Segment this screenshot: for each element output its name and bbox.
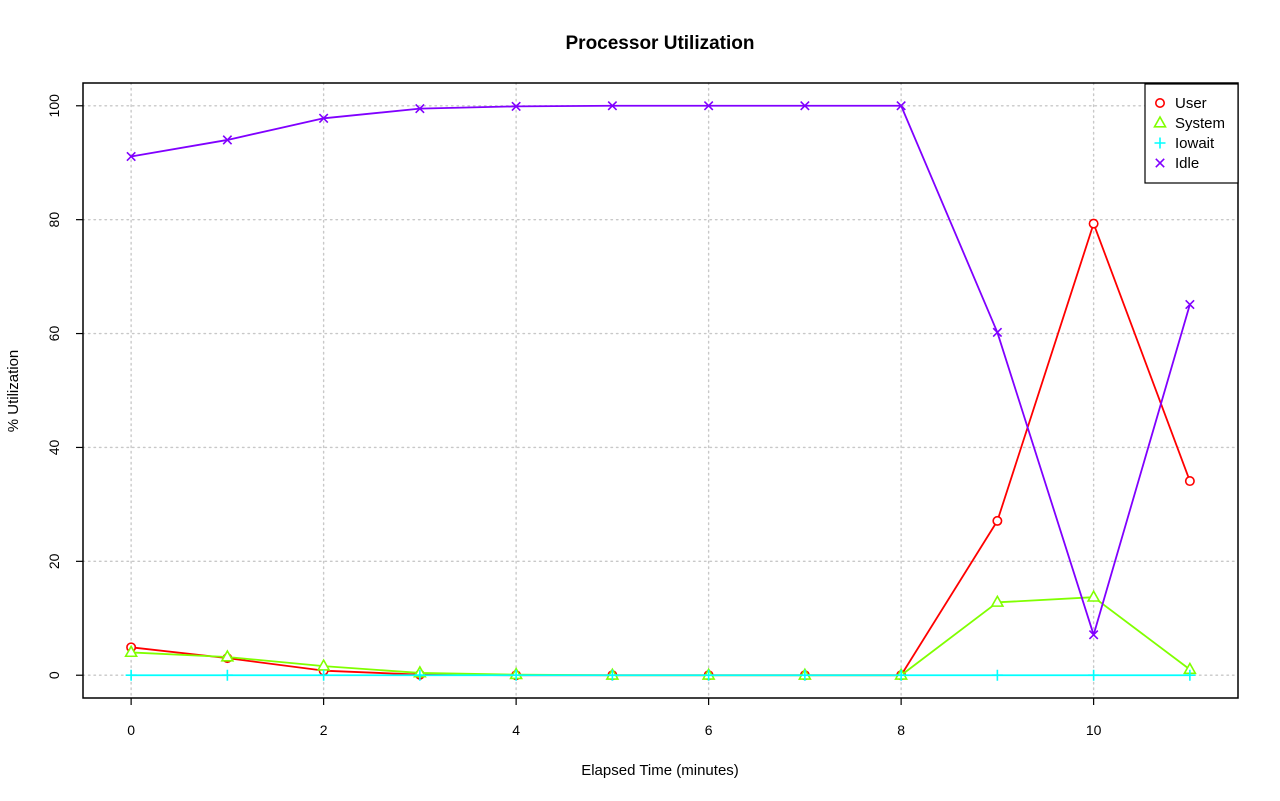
legend-label-iowait: Iowait: [1175, 135, 1215, 152]
iowait-point-9: [991, 669, 1003, 681]
x-tick-label-6: 6: [705, 722, 713, 738]
legend-marker-iowait: [1154, 137, 1166, 149]
x-tick-label-2: 2: [320, 722, 328, 738]
series-layer: [124, 101, 1197, 681]
idle-point-0: [126, 151, 136, 162]
idle-point-1: [222, 135, 233, 145]
iowait-point-0: [125, 669, 137, 681]
legend-label-user: User: [1175, 95, 1207, 112]
y-tick-label-0: 0: [46, 671, 62, 679]
y-tick-label-20: 20: [46, 553, 62, 569]
system-point-1: [220, 649, 235, 662]
y-axis-title: % Utilization: [5, 350, 22, 433]
plot-frame: [82, 82, 1239, 699]
idle-point-10: [1088, 630, 1099, 640]
system-point-9: [990, 594, 1005, 607]
x-tick-label-8: 8: [897, 722, 905, 738]
iowait-point-6: [703, 669, 715, 681]
iowait-point-11: [1184, 669, 1196, 681]
idle-point-3: [415, 103, 425, 114]
y-tick-label-40: 40: [46, 439, 62, 455]
legend-marker-user: [1155, 98, 1166, 109]
iowait-point-5: [606, 669, 618, 681]
iowait-point-2: [318, 669, 330, 681]
y-tick-label-80: 80: [46, 212, 62, 228]
idle-point-7: [800, 101, 810, 111]
iowait-point-1: [221, 669, 233, 681]
system-line: [131, 596, 1191, 677]
iowait-point-10: [1088, 669, 1100, 681]
grid: [82, 82, 1239, 699]
series-idle: [126, 101, 1195, 640]
idle-point-4: [511, 101, 521, 112]
iowait-point-3: [414, 669, 426, 681]
iowait-point-8: [895, 669, 907, 681]
y-tick-label-100: 100: [46, 94, 62, 118]
user-line: [131, 222, 1191, 677]
x-axis-title: Elapsed Time (minutes): [581, 762, 739, 779]
legend: User System Iowait Idle: [1144, 83, 1239, 184]
idle-point-6: [703, 101, 714, 111]
legend-marker-system: [1153, 115, 1167, 128]
system-point-10: [1086, 589, 1101, 602]
idle-line: [130, 104, 1191, 636]
x-tick-label-10: 10: [1086, 722, 1102, 738]
user-point-9: [992, 515, 1003, 526]
x-tick-label-0: 0: [127, 722, 135, 738]
legend-label-system: System: [1175, 115, 1225, 132]
legend-marker-idle: [1155, 158, 1165, 168]
system-point-0: [124, 644, 138, 658]
x-tick-label-4: 4: [512, 722, 520, 738]
series-iowait: [125, 669, 1196, 681]
legend-label-idle: Idle: [1175, 155, 1199, 172]
user-point-10: [1088, 218, 1099, 229]
y-tick-label-60: 60: [46, 326, 62, 342]
iowait-point-7: [799, 669, 811, 681]
idle-point-9: [992, 327, 1003, 338]
idle-point-8: [896, 101, 906, 111]
idle-point-2: [318, 113, 329, 124]
idle-point-11: [1185, 299, 1195, 310]
chart-title: Processor Utilization: [566, 33, 755, 54]
iowait-point-4: [510, 669, 522, 681]
user-point-11: [1184, 476, 1195, 487]
idle-point-5: [607, 101, 618, 111]
